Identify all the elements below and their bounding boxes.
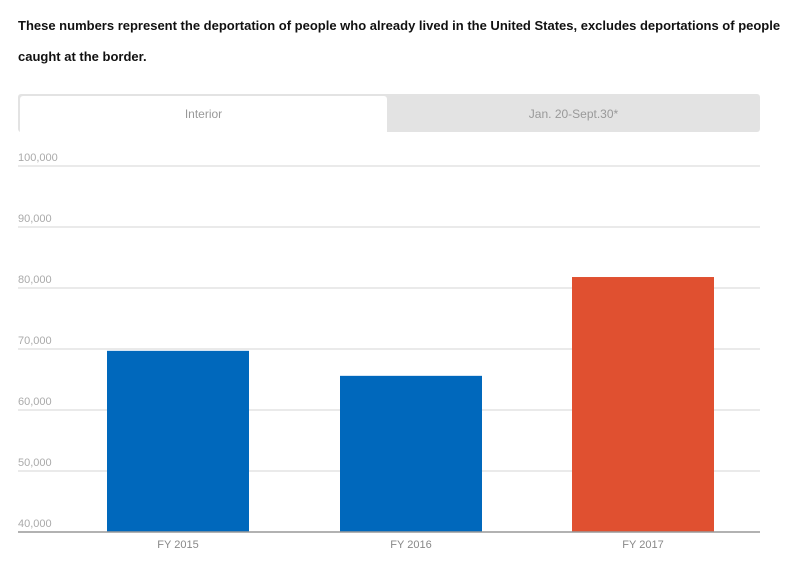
y-tick-label: 60,000 (18, 396, 52, 408)
y-tick-label: 100,000 (18, 152, 58, 164)
y-tick-label: 80,000 (18, 274, 52, 286)
tab-jan-sept[interactable]: Jan. 20-Sept.30* (528, 107, 619, 121)
x-tick-label: FY 2015 (157, 539, 198, 551)
bar (340, 375, 482, 532)
y-tick-label: 40,000 (18, 518, 52, 530)
y-tick-label: 90,000 (18, 213, 52, 225)
y-tick-label: 50,000 (18, 457, 52, 469)
tab-interior[interactable]: Interior (20, 96, 387, 132)
y-tick-label: 70,000 (18, 335, 52, 347)
chart-description: These numbers represent the deportation … (18, 18, 781, 64)
tab-bar: Interior Jan. 20-Sept.30* (18, 94, 760, 132)
bar (107, 350, 249, 532)
x-tick-label: FY 2016 (390, 539, 431, 551)
x-tick-label: FY 2017 (622, 539, 663, 551)
bar (572, 277, 714, 532)
